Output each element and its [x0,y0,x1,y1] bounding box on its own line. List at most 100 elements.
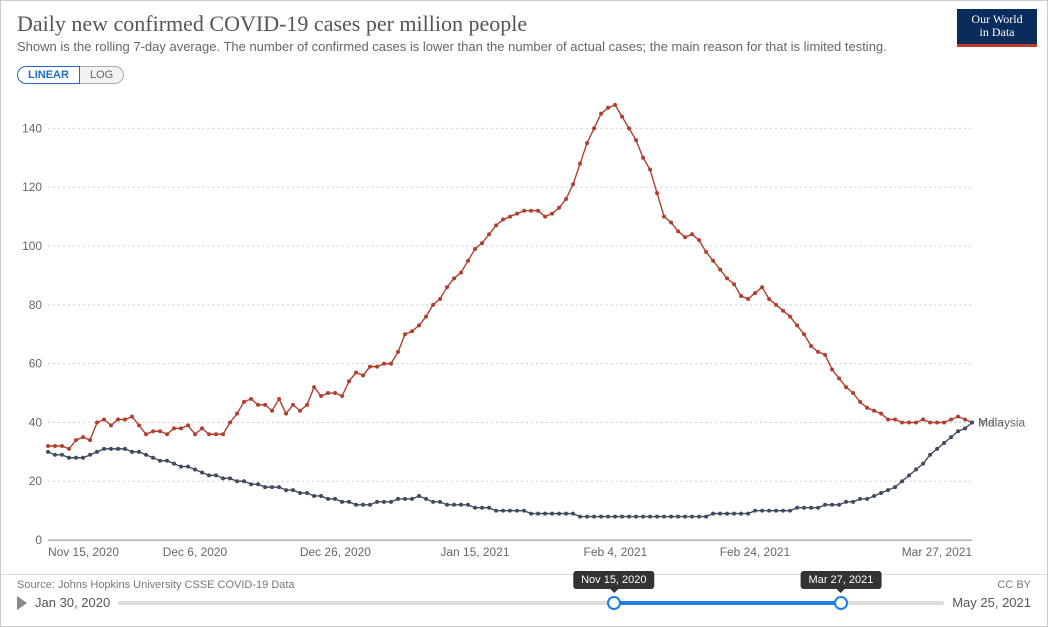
series-label-india[interactable]: India [978,415,1004,429]
series-marker [788,315,792,319]
owid-logo[interactable]: Our World in Data [957,9,1037,47]
series-marker [872,494,876,498]
series-marker [816,350,820,354]
series-marker [459,503,463,507]
series-marker [417,323,421,327]
series-marker [340,500,344,504]
series-marker [795,506,799,510]
series-marker [438,297,442,301]
series-marker [571,512,575,516]
series-marker [445,285,449,289]
chart-plot-area[interactable]: 020406080100120140Nov 15, 2020Dec 6, 202… [17,93,1031,562]
series-marker [242,400,246,404]
series-marker [221,476,225,480]
series-marker [571,182,575,186]
series-marker [382,362,386,366]
scale-linear-button[interactable]: LINEAR [17,66,80,84]
series-marker [942,441,946,445]
series-marker [333,391,337,395]
series-marker [88,453,92,457]
series-marker [193,468,197,472]
series-marker [431,500,435,504]
series-marker [172,426,176,430]
timeline[interactable]: Jan 30, 2020 Nov 15, 2020 Mar 27, 2021 M… [1,591,1047,614]
series-marker [165,432,169,436]
series-marker [662,515,666,519]
play-icon[interactable] [17,596,27,610]
series-marker [753,509,757,513]
series-marker [319,494,323,498]
series-marker [536,209,540,213]
series-marker [319,394,323,398]
series-marker [683,235,687,239]
series-marker [697,515,701,519]
series-marker [781,309,785,313]
timeline-tooltip-start: Nov 15, 2020 [573,571,654,589]
series-marker [515,212,519,216]
series-marker [298,409,302,413]
series-marker [564,512,568,516]
series-marker [375,500,379,504]
series-marker [627,515,631,519]
series-marker [151,429,155,433]
series-marker [725,512,729,516]
series-marker [613,103,617,107]
series-marker [725,276,729,280]
scale-log-button[interactable]: LOG [80,66,124,84]
timeline-handle-start[interactable] [607,596,621,610]
series-marker [60,444,64,448]
series-marker [900,479,904,483]
series-marker [893,485,897,489]
series-marker [795,323,799,327]
timeline-handle-end[interactable] [834,596,848,610]
timeline-track[interactable]: Nov 15, 2020 Mar 27, 2021 [118,601,944,605]
series-marker [200,426,204,430]
series-marker [942,420,946,424]
series-marker [67,456,71,460]
series-marker [291,488,295,492]
series-marker [578,162,582,166]
series-marker [123,447,127,451]
series-marker [690,232,694,236]
series-marker [970,420,974,424]
series-marker [753,291,757,295]
series-marker [494,509,498,513]
y-tick-label: 60 [29,357,43,371]
series-marker [711,259,715,263]
series-marker [228,420,232,424]
series-marker [354,370,358,374]
series-marker [802,506,806,510]
series-marker [963,426,967,430]
x-tick-label: Nov 15, 2020 [48,545,119,559]
series-marker [347,379,351,383]
series-marker [459,270,463,274]
series-marker [956,429,960,433]
series-marker [144,453,148,457]
series-marker [676,229,680,233]
license-text[interactable]: CC BY [997,579,1031,591]
series-marker [270,409,274,413]
series-marker [592,126,596,130]
series-marker [949,418,953,422]
series-marker [739,512,743,516]
series-marker [578,515,582,519]
series-marker [284,412,288,416]
series-marker [410,329,414,333]
source-text: Source: Johns Hopkins University CSSE CO… [17,579,295,591]
series-marker [837,503,841,507]
series-marker [53,453,57,457]
timeline-selection [614,601,841,605]
series-marker [599,515,603,519]
series-marker [207,473,211,477]
series-marker [179,426,183,430]
series-marker [333,497,337,501]
series-marker [956,415,960,419]
series-marker [613,515,617,519]
series-marker [361,373,365,377]
series-marker [263,403,267,407]
series-marker [214,473,218,477]
footer: Source: Johns Hopkins University CSSE CO… [1,574,1047,626]
series-marker [81,435,85,439]
timeline-end-label: May 25, 2021 [952,595,1031,610]
series-marker [851,391,855,395]
